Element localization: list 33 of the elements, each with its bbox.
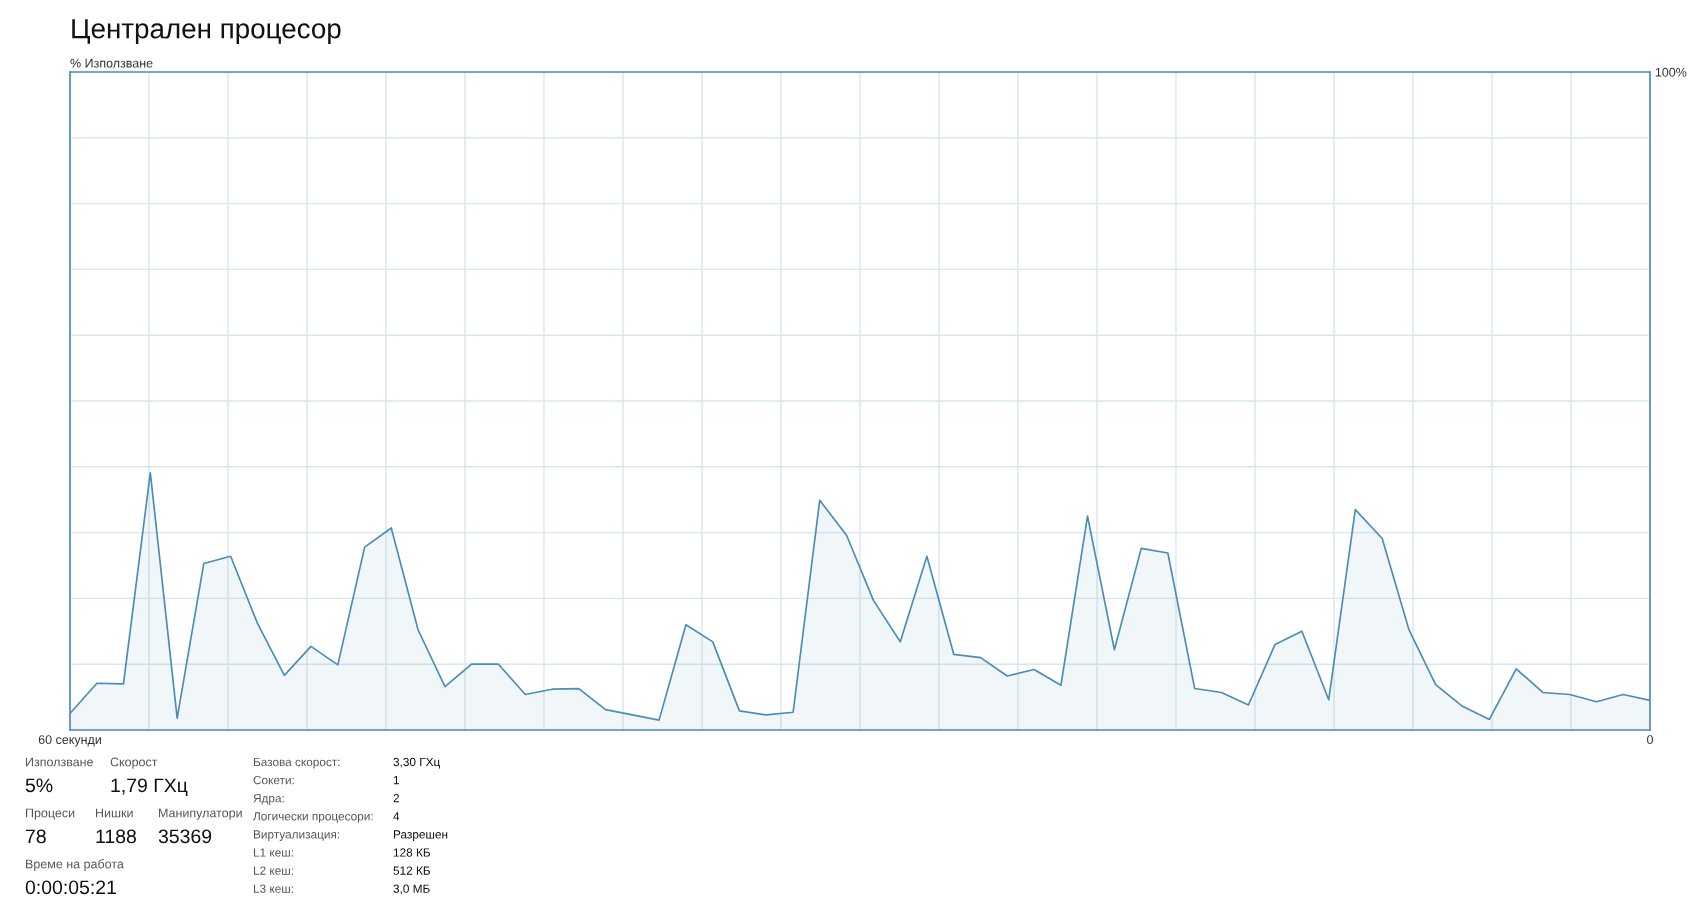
text: 512 КБ xyxy=(393,866,430,875)
text: 4 xyxy=(393,812,400,821)
text: Виртуализация: xyxy=(253,830,340,841)
text: Процеси xyxy=(26,808,75,820)
text: Скорост xyxy=(110,757,158,769)
text: 2 xyxy=(393,794,399,803)
x-tick-label: 60 секунди xyxy=(38,735,101,747)
text: Ядра: xyxy=(253,794,284,805)
text: 128 КБ xyxy=(393,848,430,857)
y-tick-label: 100% xyxy=(1655,67,1687,77)
text: Нишки xyxy=(96,808,133,818)
text: L1 кеш: xyxy=(253,848,293,857)
text: 1188 xyxy=(96,829,136,844)
text: 3,0 МБ xyxy=(393,884,430,895)
text: L3 кеш: xyxy=(253,884,293,893)
text: 78 xyxy=(26,829,46,844)
text: 1 xyxy=(393,776,399,785)
x-tick-label: 0 xyxy=(1647,735,1653,745)
text: 0:00:05:21 xyxy=(25,880,116,895)
text: Манипулатори xyxy=(159,808,242,820)
text: Разрешен xyxy=(393,830,448,841)
y-axis-title: % Използване xyxy=(70,58,153,68)
text: 35369 xyxy=(158,829,212,844)
text: Базова скорост: xyxy=(253,757,340,769)
text: L2 кеш: xyxy=(253,866,293,875)
text: Време на работа xyxy=(26,859,124,871)
chart-title: Централен процесор xyxy=(72,19,341,44)
text: Логически процесори: xyxy=(253,812,373,823)
text: Използване xyxy=(26,757,93,767)
text: 1,79 ГХц xyxy=(111,778,188,796)
text: 3,30 ГХц xyxy=(393,757,441,769)
text: 5% xyxy=(25,778,53,793)
text: Сокети: xyxy=(253,775,294,785)
